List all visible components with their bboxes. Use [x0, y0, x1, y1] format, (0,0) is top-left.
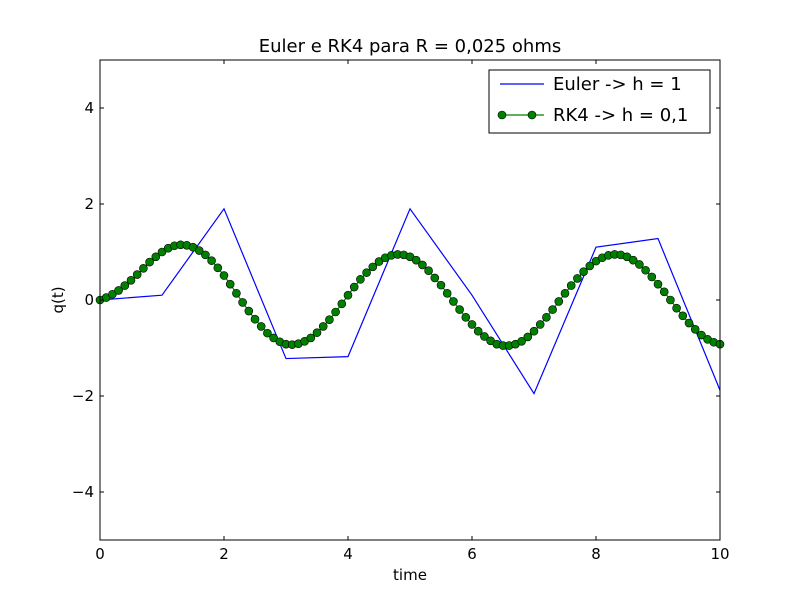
data-point [132, 270, 142, 279]
data-point [120, 281, 130, 290]
data-point [442, 288, 452, 298]
data-point [201, 250, 210, 260]
legend-label-rk4: RK4 -> h = 0,1 [553, 105, 688, 126]
series-line-0 [99, 207, 721, 395]
data-point [269, 333, 278, 343]
data-point [690, 324, 700, 334]
data-point [579, 267, 588, 276]
data-point [628, 255, 638, 265]
data-point [362, 268, 371, 277]
data-point [343, 290, 353, 300]
data-point [641, 265, 650, 275]
data-point [529, 326, 539, 336]
y-tick-label: −2 [72, 387, 94, 405]
data-point [455, 305, 464, 314]
data-point [331, 307, 340, 317]
data-point [108, 289, 117, 299]
data-point [219, 271, 229, 280]
data-point [535, 320, 545, 329]
x-tick-label: 10 [710, 545, 729, 563]
data-point [573, 274, 582, 283]
data-point [542, 312, 551, 322]
x-tick-label: 0 [95, 545, 105, 563]
data-point [647, 272, 657, 282]
data-point [213, 263, 223, 273]
data-point [436, 280, 446, 290]
data-point [560, 288, 570, 298]
legend-marker-rk4-right [527, 110, 537, 120]
data-point [418, 260, 427, 270]
data-point [659, 287, 669, 297]
data-point [312, 328, 322, 337]
data-point [139, 264, 148, 273]
y-tick-label: 0 [84, 291, 94, 309]
data-point [684, 318, 694, 328]
data-point [250, 314, 260, 324]
data-point [672, 303, 681, 313]
data-point [666, 295, 675, 305]
data-point [635, 260, 644, 269]
data-point [244, 306, 254, 316]
data-point [157, 247, 167, 257]
data-point [554, 297, 564, 306]
data-point [473, 326, 483, 336]
y-tick-label: 2 [84, 195, 94, 213]
y-tick-label: 4 [84, 99, 94, 117]
x-tick-label: 6 [467, 545, 477, 563]
chart-title: Euler e RK4 para R = 0,025 ohms [259, 36, 561, 57]
data-point [374, 257, 384, 266]
y-axis-label: q(t) [49, 286, 67, 313]
x-axis-label: time [393, 566, 427, 584]
x-tick-label: 2 [219, 545, 229, 563]
data-point [238, 298, 247, 307]
data-point [349, 282, 359, 292]
legend-marker-rk4-left [497, 110, 507, 120]
data-point [318, 322, 328, 331]
data-point [430, 273, 440, 283]
data-point [697, 330, 706, 340]
y-tick-label: −4 [72, 483, 94, 501]
x-tick-label: 8 [591, 545, 601, 563]
data-point [467, 320, 477, 329]
data-point [368, 262, 378, 272]
data-point [523, 332, 533, 342]
data-point [256, 322, 266, 331]
data-point [194, 246, 204, 255]
data-point [480, 332, 489, 341]
data-point [263, 328, 272, 338]
data-point [678, 311, 688, 321]
legend: Euler -> h = 1 RK4 -> h = 0,1 [488, 69, 711, 134]
data-point [449, 297, 458, 306]
legend-label-euler: Euler -> h = 1 [553, 74, 682, 95]
data-point [114, 286, 123, 295]
data-point [548, 305, 557, 314]
data-point [151, 252, 161, 262]
data-point [566, 281, 576, 290]
data-point [325, 315, 334, 324]
x-tick-label: 4 [343, 545, 353, 563]
data-point [517, 336, 526, 346]
data-point [207, 256, 216, 265]
data-point [653, 279, 663, 289]
data-point [585, 261, 595, 271]
axis-ticks: 0 2 4 6 8 10 −4 −2 0 2 4 [72, 60, 730, 563]
data-point [411, 255, 421, 265]
data-point [232, 288, 241, 298]
legend-frame [488, 69, 711, 134]
data-point [424, 266, 433, 276]
data-point [356, 275, 365, 284]
data-point [461, 312, 471, 322]
data-point [306, 333, 316, 343]
data-point [145, 257, 154, 267]
data-point [126, 276, 136, 285]
data-point [337, 299, 347, 309]
plot-area [95, 207, 725, 395]
data-point [225, 279, 235, 289]
